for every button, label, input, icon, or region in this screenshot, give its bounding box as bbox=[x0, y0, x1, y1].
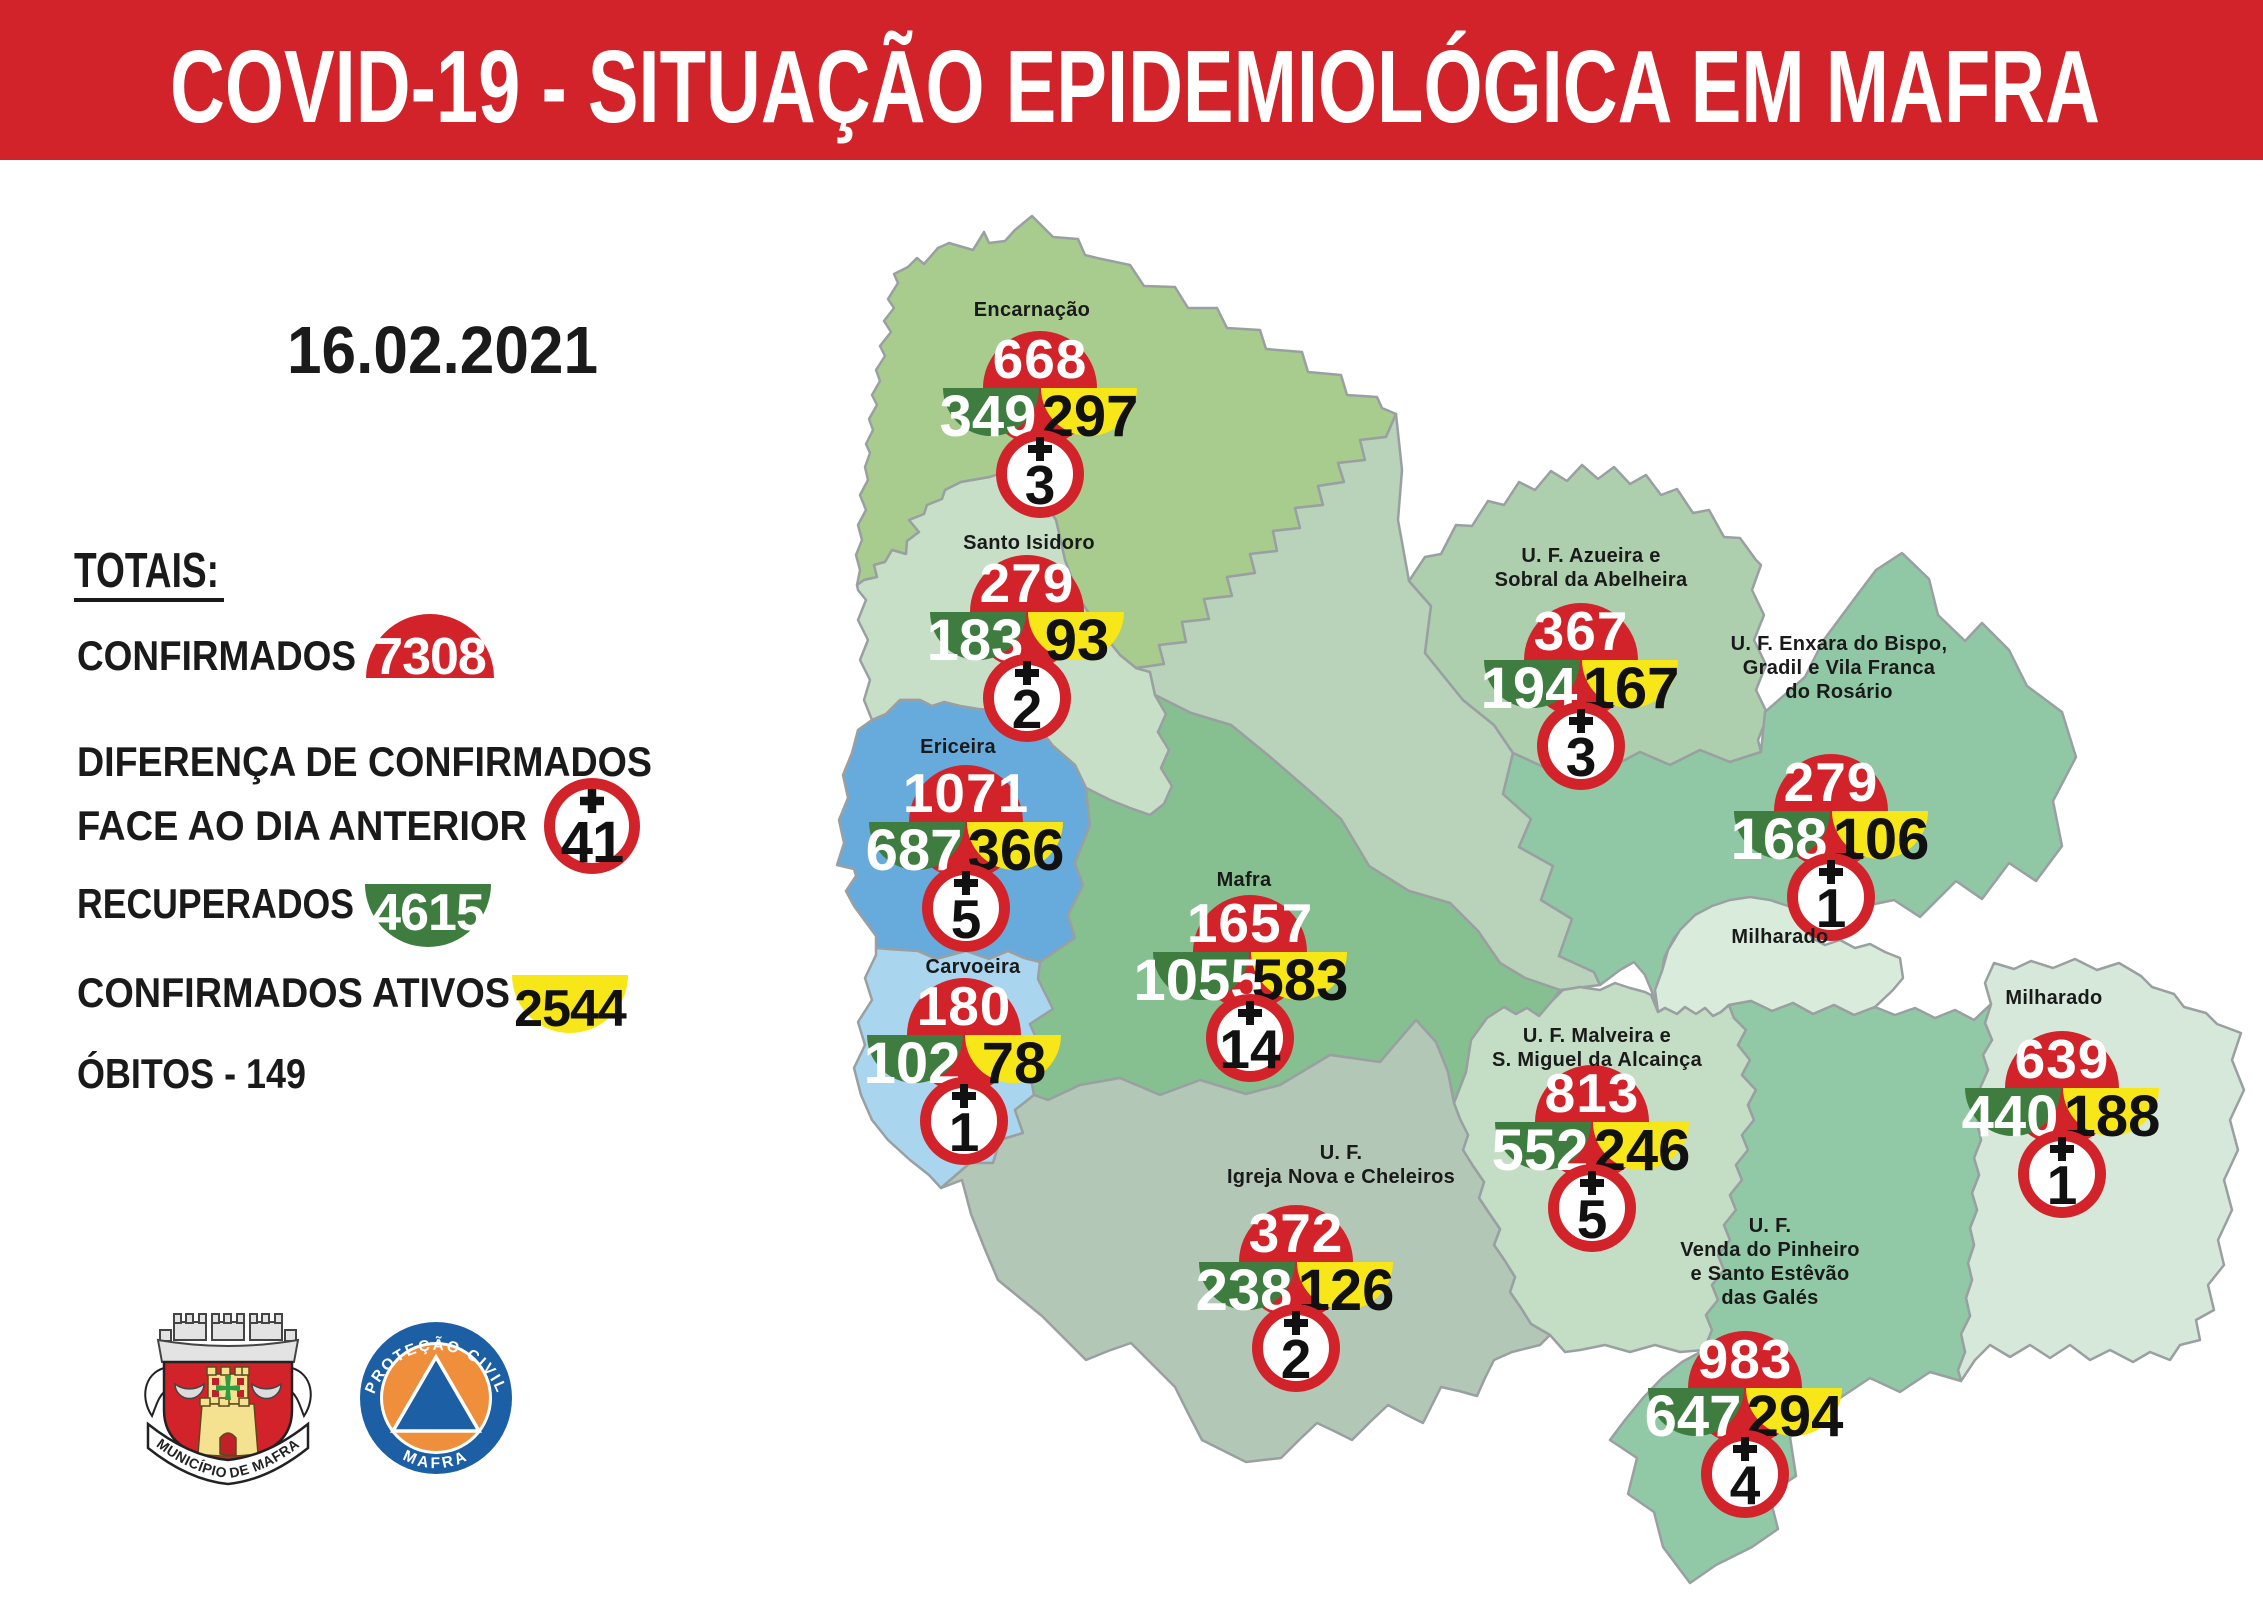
svg-text:668: 668 bbox=[993, 328, 1088, 390]
svg-text:COVID-19 - SITUAÇÃO EPIDEMIOLÓ: COVID-19 - SITUAÇÃO EPIDEMIOLÓGICA EM MA… bbox=[170, 29, 2100, 144]
svg-text:1: 1 bbox=[1816, 877, 1847, 939]
svg-text:Sobral da Abelheira: Sobral da Abelheira bbox=[1495, 569, 1688, 591]
svg-text:5: 5 bbox=[1577, 1188, 1608, 1250]
svg-text:16.02.2021: 16.02.2021 bbox=[287, 313, 598, 388]
svg-text:7308: 7308 bbox=[374, 628, 486, 686]
svg-text:639: 639 bbox=[2015, 1028, 2110, 1090]
svg-text:2: 2 bbox=[1281, 1328, 1312, 1390]
svg-text:Milharado: Milharado bbox=[2005, 987, 2102, 1009]
svg-text:Mafra: Mafra bbox=[1217, 869, 1272, 891]
svg-text:U. F.: U. F. bbox=[1320, 1142, 1363, 1164]
svg-text:Venda do Pinheiro: Venda do Pinheiro bbox=[1680, 1239, 1860, 1261]
svg-text:do Rosário: do Rosário bbox=[1785, 681, 1892, 703]
svg-text:14: 14 bbox=[1219, 1018, 1281, 1080]
svg-text:U. F. Azueira e: U. F. Azueira e bbox=[1521, 545, 1660, 567]
svg-text:41: 41 bbox=[561, 810, 624, 875]
svg-text:FACE AO DIA ANTERIOR: FACE AO DIA ANTERIOR bbox=[77, 802, 527, 849]
svg-text:Milharado: Milharado bbox=[1731, 926, 1828, 948]
svg-text:180: 180 bbox=[917, 975, 1012, 1037]
svg-text:4: 4 bbox=[1730, 1454, 1761, 1516]
svg-text:2544: 2544 bbox=[514, 980, 627, 1038]
svg-text:983: 983 bbox=[1698, 1328, 1793, 1390]
svg-text:Carvoeira: Carvoeira bbox=[926, 956, 1022, 978]
svg-text:Encarnação: Encarnação bbox=[974, 299, 1090, 321]
svg-text:1657: 1657 bbox=[1187, 892, 1313, 954]
svg-text:DIFERENÇA DE CONFIRMADOS: DIFERENÇA DE CONFIRMADOS bbox=[77, 738, 652, 785]
svg-text:Gradil e Vila Franca: Gradil e Vila Franca bbox=[1743, 657, 1936, 679]
svg-text:U. F. Malveira e: U. F. Malveira e bbox=[1523, 1025, 1671, 1047]
svg-text:das Galés: das Galés bbox=[1721, 1287, 1818, 1309]
svg-text:3: 3 bbox=[1566, 726, 1597, 788]
svg-text:TOTAIS:: TOTAIS: bbox=[74, 544, 219, 598]
svg-text:CONFIRMADOS ATIVOS: CONFIRMADOS ATIVOS bbox=[77, 969, 510, 1016]
svg-text:93: 93 bbox=[1045, 608, 1110, 673]
svg-text:Igreja Nova e Cheleiros: Igreja Nova e Cheleiros bbox=[1227, 1166, 1455, 1188]
svg-text:ÓBITOS - 149: ÓBITOS - 149 bbox=[77, 1049, 306, 1097]
svg-text:Santo Isidoro: Santo Isidoro bbox=[963, 532, 1095, 554]
svg-text:e Santo Estêvão: e Santo Estêvão bbox=[1690, 1263, 1849, 1285]
svg-text:1071: 1071 bbox=[903, 762, 1029, 824]
svg-text:U. F.: U. F. bbox=[1749, 1215, 1792, 1237]
svg-text:3: 3 bbox=[1025, 454, 1056, 516]
svg-text:4615: 4615 bbox=[372, 884, 484, 942]
svg-text:813: 813 bbox=[1545, 1062, 1640, 1124]
svg-text:2: 2 bbox=[1012, 678, 1043, 740]
svg-text:S. Miguel da Alcainça: S. Miguel da Alcainça bbox=[1492, 1049, 1703, 1071]
svg-text:U. F. Enxara do Bispo,: U. F. Enxara do Bispo, bbox=[1731, 633, 1948, 655]
svg-text:RECUPERADOS: RECUPERADOS bbox=[77, 880, 354, 927]
svg-text:279: 279 bbox=[980, 552, 1075, 614]
svg-text:78: 78 bbox=[982, 1031, 1047, 1096]
svg-text:367: 367 bbox=[1534, 600, 1629, 662]
svg-text:1: 1 bbox=[949, 1101, 980, 1163]
svg-text:5: 5 bbox=[951, 888, 982, 950]
svg-text:279: 279 bbox=[1784, 751, 1879, 813]
svg-text:CONFIRMADOS: CONFIRMADOS bbox=[77, 632, 356, 679]
svg-text:372: 372 bbox=[1249, 1202, 1344, 1264]
svg-text:1: 1 bbox=[2047, 1154, 2078, 1216]
svg-text:Ericeira: Ericeira bbox=[920, 736, 996, 758]
